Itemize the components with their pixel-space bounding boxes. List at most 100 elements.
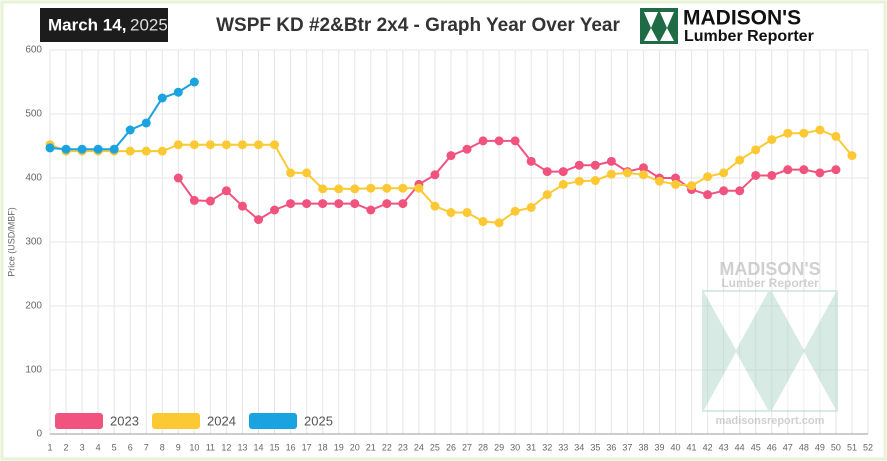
logo-triangle <box>644 28 658 41</box>
point <box>638 170 648 180</box>
point <box>173 87 183 97</box>
point <box>302 199 312 209</box>
point <box>767 170 777 180</box>
y-tick-label: 300 <box>25 237 42 248</box>
x-tick-label: 42 <box>703 442 713 452</box>
x-tick-label: 11 <box>206 442 215 452</box>
point <box>237 201 247 211</box>
point <box>382 183 392 193</box>
y-tick-label: 0 <box>36 429 42 440</box>
point <box>446 151 456 161</box>
point <box>767 135 777 145</box>
point <box>622 168 632 178</box>
point <box>751 145 761 155</box>
legend-label: 2023 <box>110 413 139 428</box>
point <box>350 184 360 194</box>
point <box>237 140 247 150</box>
x-tick-label: 31 <box>526 442 536 452</box>
point <box>815 125 825 135</box>
x-tick-label: 16 <box>286 442 296 452</box>
point <box>478 217 488 227</box>
x-tick-label: 22 <box>382 442 392 452</box>
x-tick-label: 39 <box>654 442 664 452</box>
x-tick-label: 43 <box>719 442 729 452</box>
point <box>189 195 199 205</box>
point <box>141 146 151 156</box>
point <box>221 140 231 150</box>
point <box>414 183 424 193</box>
x-tick-label: 3 <box>80 442 85 452</box>
point <box>334 184 344 194</box>
x-tick-label: 40 <box>671 442 681 452</box>
point <box>494 136 504 146</box>
x-tick-label: 48 <box>799 442 809 452</box>
point <box>318 184 328 194</box>
point <box>847 151 857 161</box>
x-tick-label: 23 <box>398 442 408 452</box>
x-tick-label: 50 <box>831 442 841 452</box>
point <box>205 196 215 206</box>
point <box>189 140 199 150</box>
point <box>318 199 328 209</box>
x-tick-label: 36 <box>606 442 616 452</box>
point <box>831 165 841 175</box>
point <box>574 160 584 170</box>
x-tick-label: 28 <box>478 442 488 452</box>
point <box>462 144 472 154</box>
y-axis-label: Price (USD/MBF) <box>6 207 16 277</box>
point <box>606 169 616 179</box>
y-tick-label: 200 <box>25 301 42 312</box>
point <box>270 205 280 215</box>
x-tick-label: 45 <box>751 442 761 452</box>
x-tick-label: 18 <box>318 442 328 452</box>
point <box>286 199 296 209</box>
x-tick-label: 30 <box>510 442 520 452</box>
point <box>783 165 793 175</box>
point <box>751 170 761 180</box>
y-tick-label: 500 <box>25 109 42 120</box>
point <box>542 167 552 177</box>
x-tick-label: 49 <box>815 442 825 452</box>
legend-swatch <box>152 413 200 429</box>
point <box>254 215 264 225</box>
point <box>590 176 600 186</box>
logo-sub: Lumber Reporter <box>684 28 814 45</box>
point <box>173 173 183 183</box>
x-tick-label: 5 <box>112 442 117 452</box>
point <box>125 146 135 156</box>
x-tick-label: 12 <box>221 442 231 452</box>
x-tick-label: 1 <box>47 442 52 452</box>
date-year: 2025 <box>130 15 168 34</box>
point <box>189 77 199 87</box>
x-tick-label: 24 <box>414 442 424 452</box>
x-tick-label: 2 <box>64 442 69 452</box>
x-tick-label: 35 <box>590 442 600 452</box>
x-tick-label: 52 <box>863 442 873 452</box>
watermark-icon <box>702 290 838 412</box>
point <box>671 173 681 183</box>
watermark-sub: Lumber Reporter <box>721 276 819 290</box>
series-line <box>49 81 195 151</box>
y-tick-label: 600 <box>25 45 42 56</box>
point <box>205 140 215 150</box>
x-tick-label: 10 <box>189 442 199 452</box>
x-tick-label: 8 <box>160 442 165 452</box>
x-tick-label: 44 <box>735 442 745 452</box>
point <box>831 131 841 141</box>
point <box>45 143 55 153</box>
point <box>141 118 151 128</box>
point <box>558 179 568 189</box>
point <box>157 93 167 103</box>
logo-triangle <box>644 12 658 28</box>
point <box>638 163 648 173</box>
point <box>286 168 296 178</box>
x-tick-label: 4 <box>96 442 101 452</box>
point <box>735 186 745 196</box>
point <box>366 205 376 215</box>
x-tick-label: 32 <box>542 442 552 452</box>
watermark-name: MADISON'S <box>719 259 820 279</box>
watermark: MADISON'S Lumber Reporter madisonsreport… <box>702 259 838 427</box>
y-tick-label: 400 <box>25 173 42 184</box>
x-tick-label: 34 <box>574 442 584 452</box>
